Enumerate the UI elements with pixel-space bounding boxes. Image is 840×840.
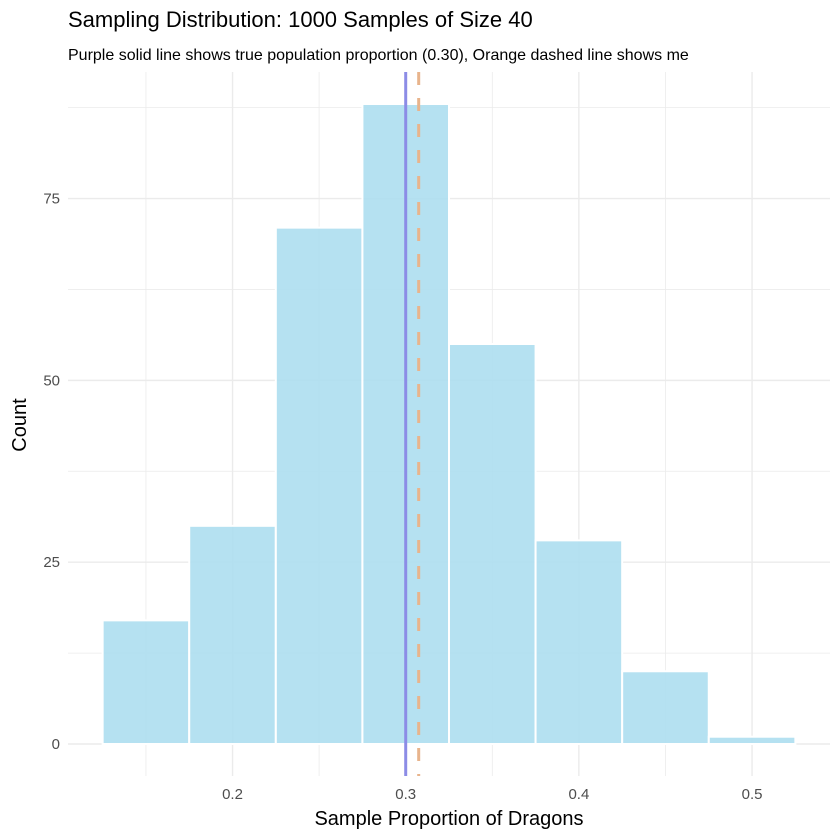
chart-subtitle: Purple solid line shows true population … <box>68 47 689 64</box>
y-axis-label: Count <box>9 398 31 452</box>
y-axis-ticks: 0 25 50 75 <box>43 191 60 753</box>
histogram-bar <box>621 670 710 745</box>
x-tick-label: 0.4 <box>568 786 589 803</box>
y-tick-label: 75 <box>43 191 60 208</box>
histogram-bar <box>534 539 624 746</box>
x-axis-ticks: 0.2 0.3 0.4 0.5 <box>222 786 762 803</box>
x-tick-label: 0.2 <box>222 786 243 803</box>
x-axis-label: Sample Proportion of Dragons <box>314 808 583 830</box>
y-tick-label: 25 <box>43 554 60 571</box>
histogram-bar <box>707 735 797 746</box>
histogram-bar <box>274 226 364 746</box>
histogram-bar <box>448 343 537 745</box>
histogram-bar <box>101 619 191 746</box>
x-tick-label: 0.3 <box>395 786 416 803</box>
reference-lines <box>404 72 421 776</box>
bars <box>101 103 797 746</box>
chart-title: Sampling Distribution: 1000 Samples of S… <box>68 7 533 32</box>
y-tick-label: 50 <box>43 372 60 389</box>
x-tick-label: 0.5 <box>742 786 763 803</box>
histogram-bar <box>188 524 277 745</box>
y-tick-label: 0 <box>52 736 60 753</box>
